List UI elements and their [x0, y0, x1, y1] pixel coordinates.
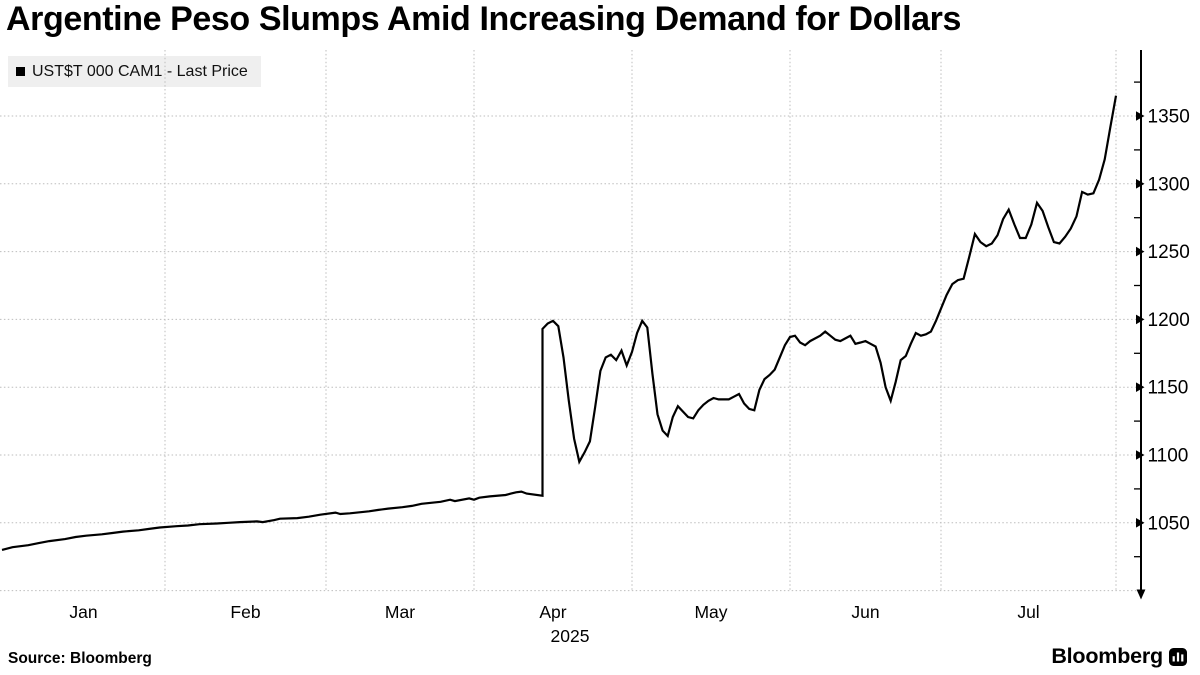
y-tick-label-1200: 1200	[1148, 310, 1190, 331]
x-tick-label-jun: Jun	[851, 602, 879, 622]
y-major-tick	[1136, 179, 1145, 189]
y-tick-label-1100: 1100	[1148, 446, 1189, 467]
x-tick-label-apr: Apr	[539, 602, 566, 622]
year-label: 2025	[551, 626, 590, 646]
y-major-tick	[1136, 382, 1145, 392]
x-tick-label-jul: Jul	[1017, 602, 1039, 622]
y-major-tick	[1136, 314, 1145, 325]
y-tick-label-1300: 1300	[1148, 174, 1190, 195]
bloomberg-logo: Bloomberg	[1051, 644, 1187, 669]
legend-swatch-icon	[16, 67, 25, 76]
y-tick-label-1150: 1150	[1148, 378, 1189, 399]
page-title: Argentine Peso Slumps Amid Increasing De…	[6, 0, 962, 38]
source-label: Source: Bloomberg	[8, 650, 152, 667]
y-major-tick	[1136, 246, 1145, 257]
legend-label: UST$T 000 CAM1 - Last Price	[32, 62, 248, 80]
y-major-tick	[1136, 111, 1145, 121]
y-axis-end-arrow-icon	[1136, 589, 1146, 600]
y-tick-label-1350: 1350	[1148, 107, 1190, 128]
y-major-tick	[1136, 450, 1145, 460]
x-tick-label-may: May	[694, 602, 727, 622]
y-tick-label-1250: 1250	[1148, 242, 1190, 263]
bloomberg-logo-text: Bloomberg	[1051, 644, 1163, 668]
bar-chart-icon	[1169, 647, 1187, 666]
x-tick-label-jan: Jan	[69, 602, 97, 622]
y-major-tick	[1136, 518, 1145, 528]
x-tick-label-mar: Mar	[385, 602, 415, 622]
x-tick-label-feb: Feb	[230, 602, 260, 622]
y-tick-label-1050: 1050	[1148, 513, 1190, 534]
legend-chip: UST$T 000 CAM1 - Last Price	[8, 56, 261, 87]
price-line	[1, 95, 1118, 551]
